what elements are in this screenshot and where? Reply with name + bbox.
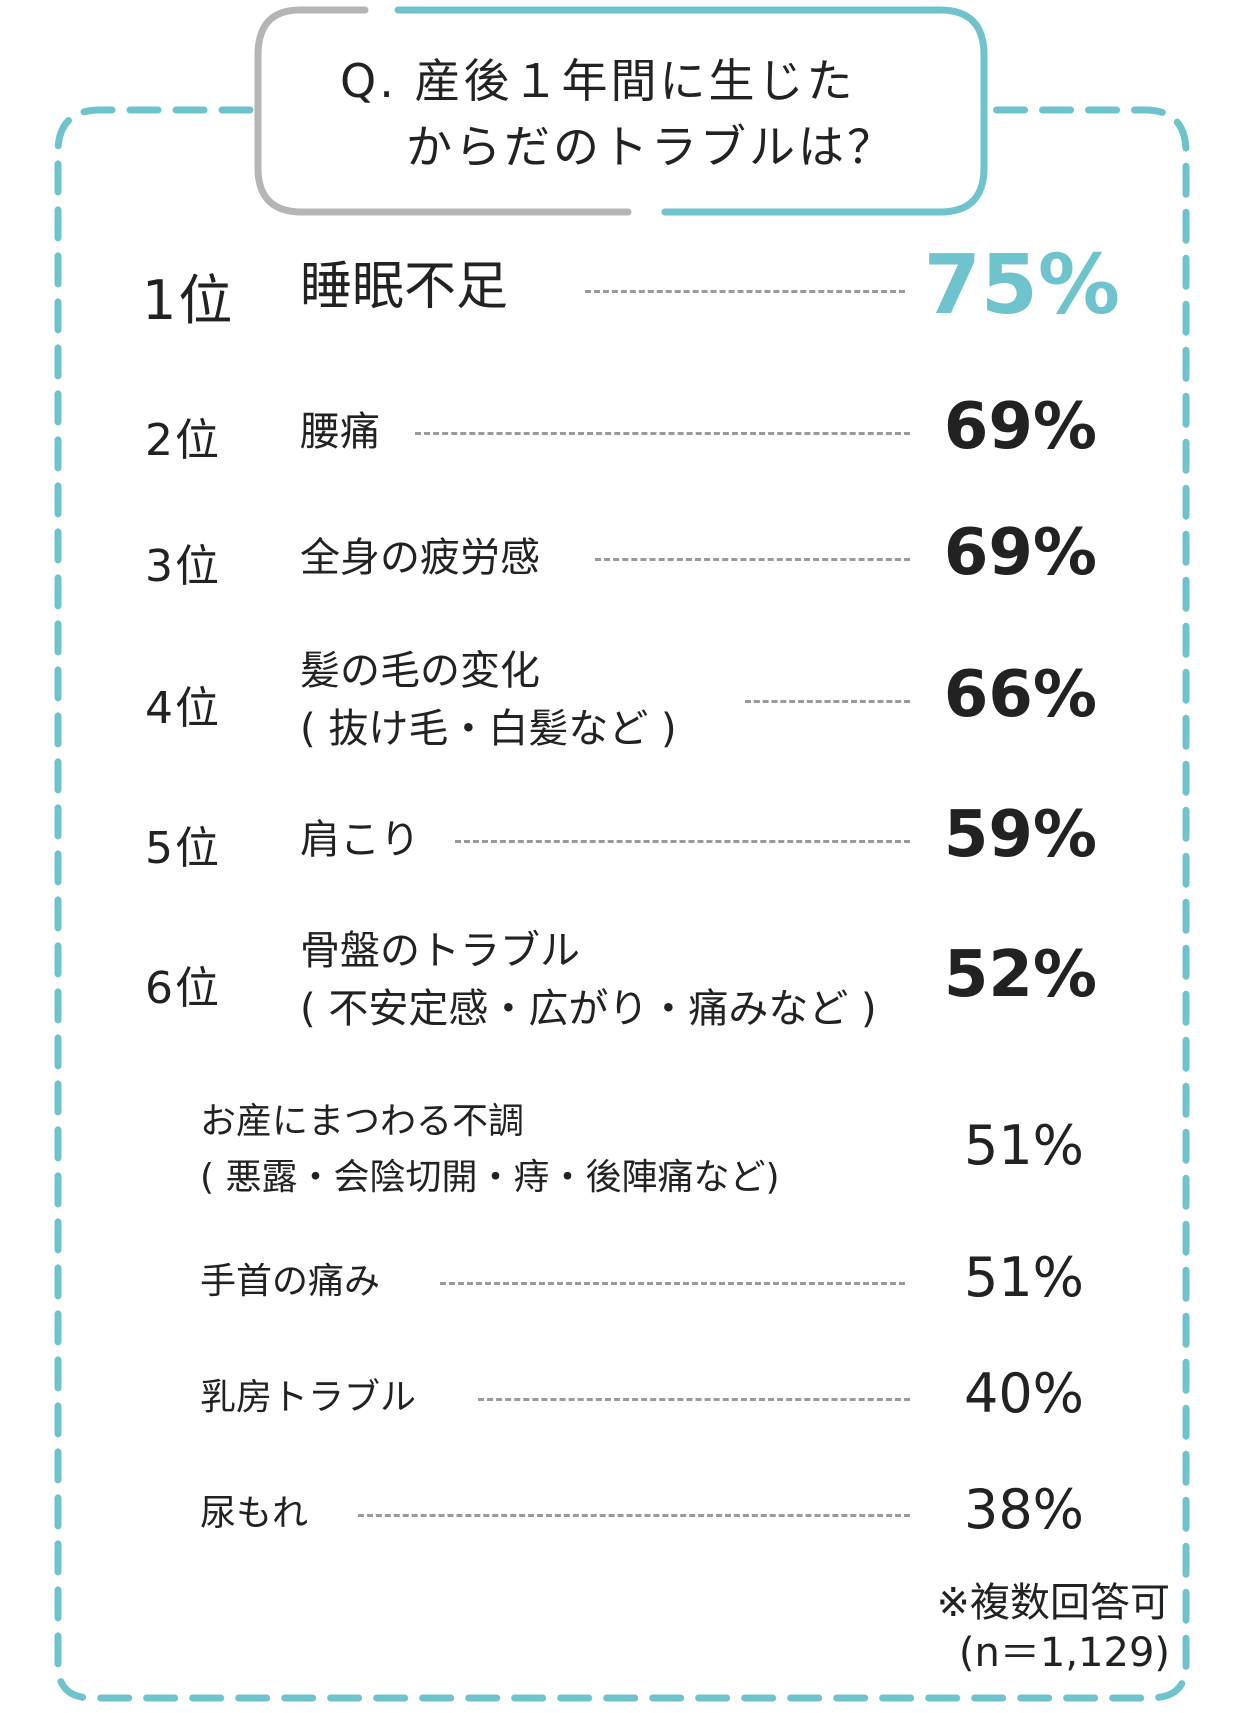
item-label-line: 尿もれ [200,1493,309,1534]
footnote-sample-size: (n＝1,129) [958,1630,1170,1676]
percentage-value: 69% [943,390,1097,464]
percentage-value: 51% [963,1114,1084,1177]
percentage-value: 38% [963,1478,1084,1541]
leader-dashes [745,700,910,703]
leader-dashes [585,290,905,293]
rank-label: 3位 [145,541,221,592]
leader-dashes [358,1514,910,1517]
rank-label: 4位 [145,683,221,734]
leader-dashes [415,432,910,435]
item-label-line: 睡眠不足 [300,257,509,317]
percentage-value: 75% [923,238,1120,333]
question-line-2: からだのトラブルは？ [406,120,896,174]
leader-dashes [595,558,910,561]
rank-label: 2位 [145,415,221,466]
question-line-1: Q. 産後１年間に生じた [340,54,856,108]
bubble-teal [394,6,988,216]
item-label: お産にまつわる不調 ( 悪露・会陰切開・痔・後陣痛など) [200,1094,780,1206]
item-label-line: 乳房トラブル [200,1377,417,1418]
item-label-line: 手首の痛み [200,1261,381,1302]
item-label-line: 骨盤のトラブル [300,928,580,974]
item-label-line: ( 抜け毛・白髪など ) [300,706,677,752]
rank-label: 5位 [145,823,221,874]
item-label-line: 腰痛 [300,409,380,455]
item-label: 睡眠不足 [300,258,508,316]
percentage-value: 66% [943,658,1097,732]
percentage-value: 69% [943,516,1097,590]
item-label: 全身の疲労感 [300,529,540,587]
item-label: 肩こり [300,811,420,869]
item-label: 手首の痛み [200,1254,380,1310]
item-label-line: 髪の毛の変化 [300,648,540,694]
item-label: 尿もれ [200,1486,308,1542]
percentage-value: 59% [943,798,1097,872]
percentage-value: 40% [963,1362,1084,1425]
leader-dashes [455,840,910,843]
item-label: 腰痛 [300,403,380,461]
rank-label: 1位 [142,269,235,332]
item-label: 骨盤のトラブル ( 不安定感・広がり・痛みなど ) [300,922,877,1038]
footnote: ※複数回答可 (n＝1,129) [936,1578,1170,1678]
percentage-value: 51% [963,1246,1084,1309]
item-label: 髪の毛の変化 ( 抜け毛・白髪など ) [300,642,677,758]
percentage-value: 52% [943,938,1097,1012]
item-label-line: 全身の疲労感 [300,535,540,581]
leader-dashes [440,1282,905,1285]
item-label: 乳房トラブル [200,1370,416,1426]
item-label-line: ( 不安定感・広がり・痛みなど ) [300,986,877,1032]
bubble-gray [254,6,632,216]
footnote-multiple-answers: ※複数回答可 [936,1580,1170,1626]
question-title: Q. 産後１年間に生じた からだのトラブルは？ [340,48,896,180]
item-label-line: お産にまつわる不調 [200,1101,525,1142]
item-label-line: ( 悪露・会陰切開・痔・後陣痛など) [200,1157,780,1198]
leader-dashes [478,1398,910,1401]
dashed-frame [54,106,1190,1702]
rank-label: 6位 [145,963,221,1014]
item-label-line: 肩こり [300,817,420,863]
